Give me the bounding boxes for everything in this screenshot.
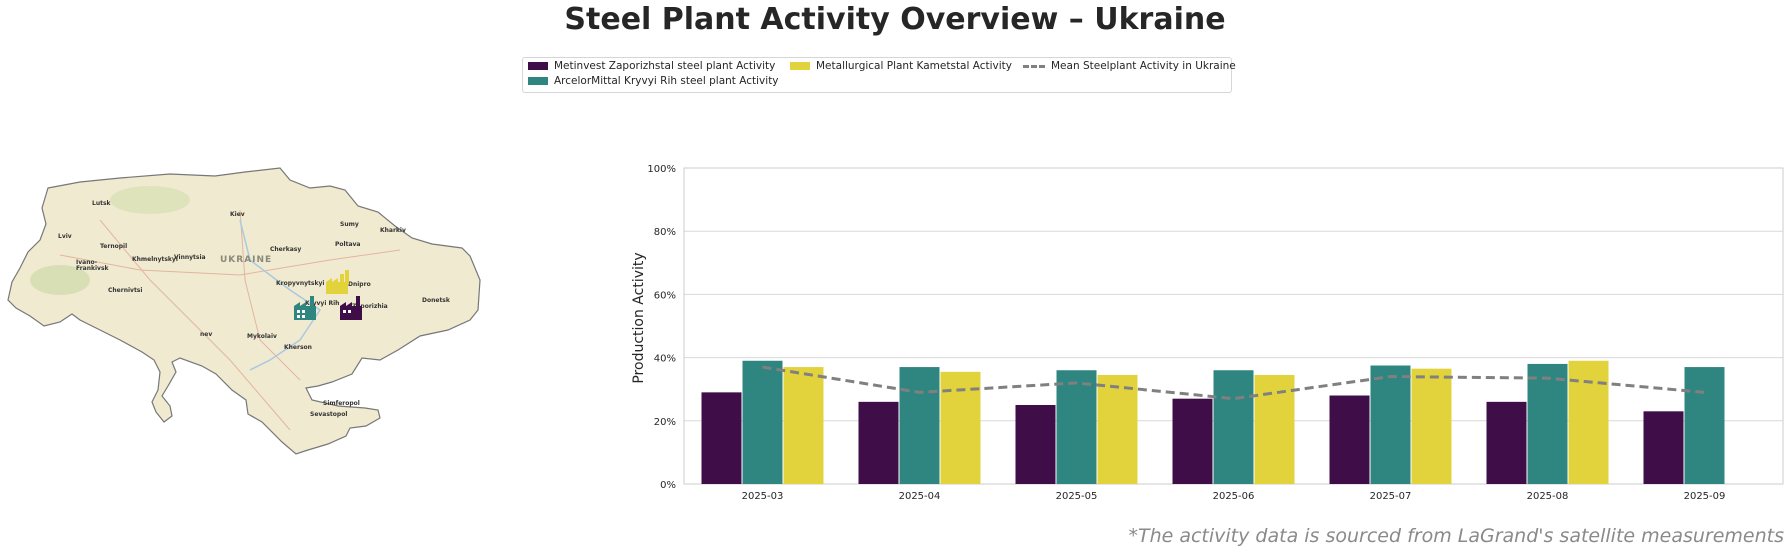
map-forest-2 — [110, 186, 190, 214]
map-svg: Lutsk Kiev Sumy Kharkiv Lviv Ternopil Kh… — [7, 167, 481, 455]
factory-icon-kryvyi-rih — [294, 296, 316, 320]
y-tick-label: 40% — [654, 354, 676, 365]
bar-0-2025-07 — [1329, 395, 1370, 484]
map-river — [239, 219, 322, 371]
x-tick-label: 2025-06 — [1213, 491, 1255, 502]
city-label-kropyvnytskyi: Kropyvnytskyi — [276, 280, 324, 287]
city-label-poltava: Poltava — [335, 241, 360, 248]
ukraine-map: Lutsk Kiev Sumy Kharkiv Lviv Ternopil Kh… — [0, 160, 490, 490]
bar-1-2025-06 — [1213, 370, 1254, 484]
y-tick-label: 0% — [660, 480, 676, 491]
y-axis-label: Production Activity — [631, 252, 647, 383]
city-label-kharkiv: Kharkiv — [380, 227, 406, 234]
chart-legend: Metinvest Zaporizhstal steel plant Activ… — [522, 57, 1236, 93]
ukraine-outline — [7, 167, 481, 455]
bar-0-2025-08 — [1486, 401, 1527, 484]
legend-swatch-kryvyi-rih — [528, 77, 548, 85]
bar-2-2025-03 — [783, 367, 824, 484]
city-label-mykolaiv: Mykolaiv — [247, 333, 277, 340]
bar-2-2025-05 — [1097, 374, 1138, 484]
x-tick-label: 2025-07 — [1370, 491, 1412, 502]
city-label-ivano: Ivano- — [76, 259, 98, 266]
city-label-cherkasy: Cherkasy — [270, 246, 301, 253]
factory-icon-kametstal — [326, 270, 349, 294]
page-title: Steel Plant Activity Overview – Ukraine — [564, 2, 1226, 37]
x-tick-label: 2025-09 — [1684, 491, 1726, 502]
map-country-label: UKRAINE — [220, 255, 272, 265]
mean-activity-line — [762, 365, 1705, 401]
bar-1-2025-05 — [1056, 370, 1097, 484]
city-label-ternopil: Ternopil — [100, 243, 127, 250]
city-label-sevastopol: Sevastopol — [310, 411, 347, 418]
city-label-nev: nev — [200, 331, 212, 338]
map-road-3 — [99, 219, 291, 431]
x-tick-label: 2025-04 — [899, 491, 941, 502]
city-label-lviv: Lviv — [58, 233, 72, 240]
x-tick-label: 2025-08 — [1527, 491, 1569, 502]
legend-item-mean: Mean Steelplant Activity in Ukraine — [1023, 60, 1236, 72]
y-tick-label: 60% — [654, 290, 676, 301]
city-label-vinnytsia: Vinnytsia — [174, 254, 206, 261]
legend-swatch-zaporizhstal — [528, 62, 548, 70]
bar-2-2025-07 — [1411, 368, 1452, 484]
y-tick-label: 20% — [654, 417, 676, 428]
legend-label-mean: Mean Steelplant Activity in Ukraine — [1051, 60, 1236, 72]
bar-1-2025-09 — [1684, 367, 1725, 484]
bar-0-2025-05 — [1015, 405, 1056, 484]
bar-0-2025-04 — [858, 401, 899, 484]
city-label-simferopol: Simferopol — [323, 400, 360, 407]
legend-swatch-kametstal — [790, 62, 810, 70]
legend-item-kametstal: Metallurgical Plant Kametstal Activity — [790, 60, 1012, 72]
city-label-khmelnytskyi: Khmelnytskyi — [132, 256, 178, 263]
legend-label-kryvyi-rih: ArcelorMittal Kryvyi Rih steel plant Act… — [554, 75, 779, 87]
legend-item-zaporizhstal: Metinvest Zaporizhstal steel plant Activ… — [528, 60, 775, 72]
map-forest-1 — [30, 265, 90, 295]
bar-1-2025-08 — [1527, 363, 1568, 484]
legend-label-kametstal: Metallurgical Plant Kametstal Activity — [816, 60, 1013, 72]
bar-1-2025-03 — [742, 360, 783, 484]
city-label-kherson: Kherson — [284, 344, 312, 351]
city-label-chernivtsi: Chernivtsi — [108, 287, 142, 294]
bar-2-2025-06 — [1254, 374, 1295, 484]
map-road-1 — [59, 249, 401, 276]
y-tick-label: 100% — [647, 164, 676, 175]
x-tick-label: 2025-05 — [1056, 491, 1098, 502]
chart-svg: Production Activity 0% 20% 40% 60% 80% 100% 20… — [631, 164, 1784, 502]
bar-0-2025-03 — [701, 392, 742, 484]
legend-dash-mean — [1023, 64, 1045, 68]
bar-1-2025-04 — [899, 367, 940, 484]
bar-1-2025-07 — [1370, 365, 1411, 484]
city-label-donetsk: Donetsk — [422, 297, 451, 304]
y-tick-label: 80% — [654, 227, 676, 238]
city-label-lutsk: Lutsk — [92, 200, 112, 207]
bar-0-2025-09 — [1643, 411, 1684, 484]
city-label-sumy: Sumy — [340, 221, 359, 228]
source-note: *The activity data is sourced from LaGra… — [1128, 525, 1784, 547]
activity-chart: Production Activity 0% 20% 40% 60% 80% 100% 20… — [620, 150, 1790, 520]
city-label-frankivsk: Frankivsk — [76, 265, 110, 272]
legend-item-kryvyi-rih: ArcelorMittal Kryvyi Rih steel plant Act… — [528, 75, 779, 87]
x-tick-label: 2025-03 — [742, 491, 784, 502]
city-label-zaporizhia: Zaporizhia — [352, 303, 388, 310]
city-label-dnipro: Dnipro — [348, 281, 371, 288]
legend-label-zaporizhstal: Metinvest Zaporizhstal steel plant Activ… — [554, 60, 776, 72]
factory-icon-zaporizhstal — [340, 296, 362, 320]
city-label-kryvyi-rih: Kryvyi Rih — [305, 300, 339, 307]
city-label-kiev: Kiev — [230, 211, 245, 218]
map-road-2 — [239, 209, 301, 381]
bar-0-2025-06 — [1172, 398, 1213, 484]
